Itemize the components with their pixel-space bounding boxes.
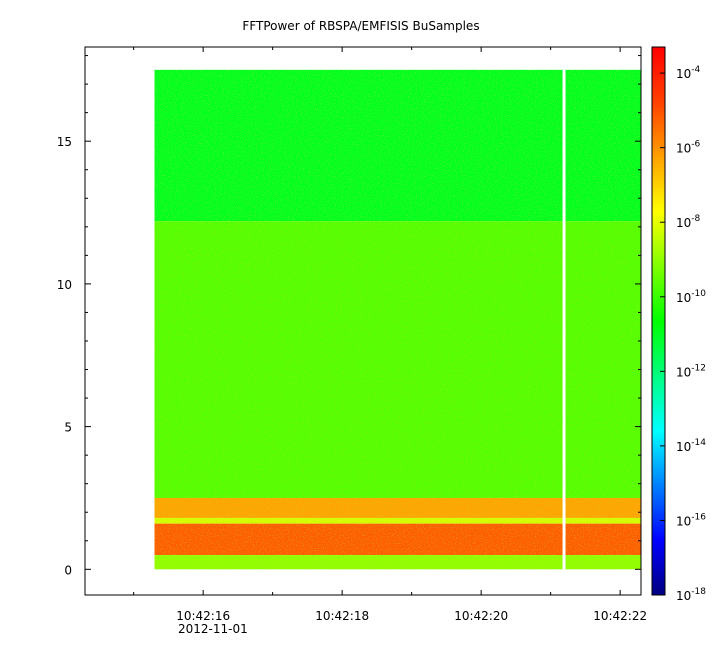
y-tick-label: 15 [57, 135, 72, 149]
colorbar-gradient [651, 46, 666, 596]
colorbar-ticks: 10-18 10-16 10-14 10-12 10-10 10-8 10-6 10-4 [660, 65, 706, 603]
colorbar-tick-label: 10-12 [676, 363, 706, 379]
colorbar-tick-label: 10-4 [676, 65, 701, 81]
x-date-label: 2012-11-01 [178, 622, 248, 636]
data-gap [562, 69, 566, 570]
spectrogram-speckle [154, 69, 641, 570]
x-tick-label: 10:42:16 [176, 609, 230, 623]
y-tick-label: 10 [57, 278, 72, 292]
colorbar-tick-label: 10-8 [676, 214, 701, 230]
colorbar-tick-label: 10-10 [676, 289, 706, 305]
x-tick-label: 10:42:20 [454, 609, 508, 623]
y-tick-label: 5 [64, 421, 72, 435]
colorbar: 10-18 10-16 10-14 10-12 10-10 10-8 10-6 10-4 [651, 46, 706, 603]
plot-border [84, 46, 642, 596]
x-tick-label: 10:42:18 [315, 609, 369, 623]
x-axis: 10:42:16 10:42:18 10:42:20 10:42:22 [133, 47, 647, 623]
colorbar-tick-label: 10-14 [676, 438, 706, 454]
x-tick-label: 10:42:22 [593, 609, 647, 623]
y-tick-label: 0 [64, 563, 72, 577]
y-axis: 0 5 10 15 [57, 55, 641, 577]
plot-area [84, 46, 642, 596]
colorbar-tick-label: 10-16 [676, 512, 706, 528]
colorbar-tick-label: 10-18 [676, 587, 706, 603]
colorbar-tick-label: 10-6 [676, 140, 701, 156]
chart-title: FFTPower of RBSPA/EMFISIS BuSamples [242, 19, 479, 33]
